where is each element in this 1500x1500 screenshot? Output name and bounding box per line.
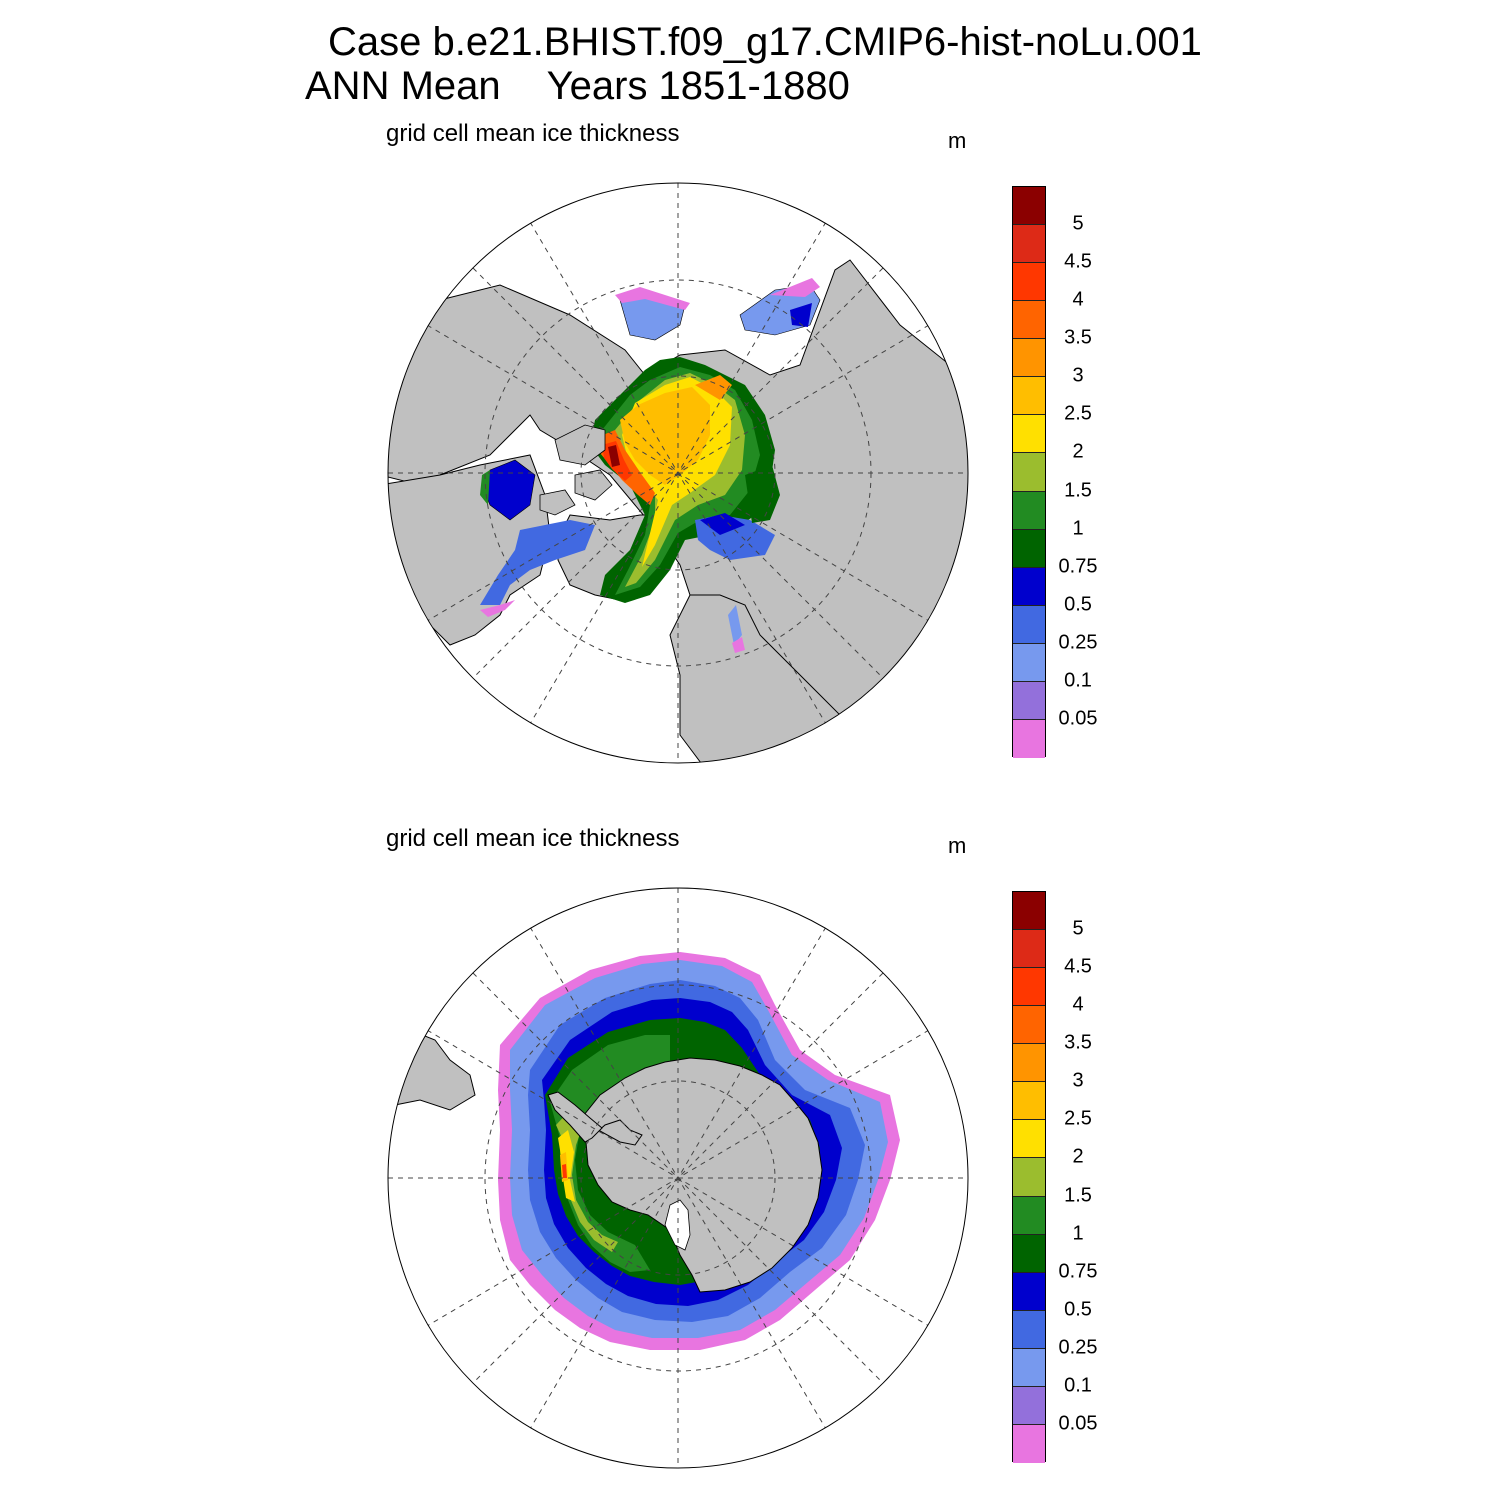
south-colorbar-box xyxy=(1013,1044,1045,1083)
south-colorbar-label: 3.5 xyxy=(1064,1031,1092,1054)
north-colorbar-box xyxy=(1013,377,1045,416)
south-colorbar-label: 1.5 xyxy=(1064,1184,1092,1207)
south-colorbar-box xyxy=(1013,1424,1045,1463)
south-colorbar-label: 2.5 xyxy=(1064,1107,1092,1130)
north-colorbar-box xyxy=(1013,643,1045,682)
south-subtitle: grid cell mean ice thickness xyxy=(386,825,680,852)
south-colorbar-box xyxy=(1013,1386,1045,1425)
south-colorbar-box xyxy=(1013,1234,1045,1273)
north-colorbar-box xyxy=(1013,415,1045,454)
south-colorbar-box xyxy=(1013,1006,1045,1045)
north-colorbar-box xyxy=(1013,187,1045,226)
south-colorbar-labels: 5 4.5 4 3.5 3 2.5 2 1.5 1 0.75 0.5 0.25 0.1 0.05 xyxy=(1050,891,1110,1462)
north-subtitle: grid cell mean ice thickness xyxy=(386,120,680,147)
north-colorbar-box xyxy=(1013,719,1045,758)
south-ross-sea xyxy=(664,1199,691,1251)
north-units: m xyxy=(948,128,967,153)
south-colorbar-label: 0.75 xyxy=(1058,1260,1098,1283)
north-colorbar-label: 3 xyxy=(1072,364,1084,387)
north-colorbar-label: 0.75 xyxy=(1058,555,1098,578)
south-colorbar-label: 0.25 xyxy=(1058,1336,1098,1359)
south-colorbar-label: 4 xyxy=(1072,993,1084,1016)
south-polar-map xyxy=(387,887,969,1469)
north-colorbar xyxy=(1012,186,1046,758)
south-colorbar-box xyxy=(1013,1082,1045,1121)
north-colorbar-label: 5 xyxy=(1072,212,1084,235)
north-colorbar-label: 1.5 xyxy=(1064,479,1092,502)
south-colorbar-box xyxy=(1013,930,1045,969)
period-label: ANN Mean xyxy=(305,64,501,108)
north-colorbar-box xyxy=(1013,567,1045,606)
south-colorbar-label: 4.5 xyxy=(1064,955,1092,978)
figure-title-period: ANN Mean Years 1851-1880 xyxy=(305,64,850,109)
south-colorbar-box xyxy=(1013,1348,1045,1387)
north-colorbar-label: 4 xyxy=(1072,288,1084,311)
north-colorbar-box xyxy=(1013,339,1045,378)
south-land-antarctica xyxy=(579,1057,823,1293)
north-colorbar-label: 2.5 xyxy=(1064,402,1092,425)
north-colorbar-label: 2 xyxy=(1072,440,1084,463)
north-colorbar-label: 3.5 xyxy=(1064,326,1092,349)
north-colorbar-label: 0.05 xyxy=(1058,707,1098,730)
south-colorbar-label: 1 xyxy=(1072,1222,1084,1245)
north-colorbar-box xyxy=(1013,263,1045,302)
south-colorbar-label: 0.5 xyxy=(1064,1298,1092,1321)
north-colorbar-box xyxy=(1013,605,1045,644)
years-label: Years 1851-1880 xyxy=(546,64,850,108)
figure-title-case: Case b.e21.BHIST.f09_g17.CMIP6-hist-noLu… xyxy=(328,20,1202,64)
south-colorbar-label: 5 xyxy=(1072,917,1084,940)
north-colorbar-box xyxy=(1013,453,1045,492)
north-colorbar-label: 0.25 xyxy=(1058,631,1098,654)
north-colorbar-label: 1 xyxy=(1072,517,1084,540)
south-colorbar-label: 2 xyxy=(1072,1145,1084,1168)
north-colorbar-label: 4.5 xyxy=(1064,250,1092,273)
south-colorbar-label: 0.05 xyxy=(1058,1412,1098,1435)
south-colorbar-box xyxy=(1013,968,1045,1007)
north-colorbar-box xyxy=(1013,529,1045,568)
south-colorbar-box xyxy=(1013,1272,1045,1311)
north-colorbar-label: 0.5 xyxy=(1064,593,1092,616)
north-polar-map xyxy=(387,182,969,764)
south-colorbar-box xyxy=(1013,892,1045,931)
south-colorbar-label: 3 xyxy=(1072,1069,1084,1092)
north-colorbar-labels: 5 4.5 4 3.5 3 2.5 2 1.5 1 0.75 0.5 0.25 0.1 0.05 xyxy=(1050,186,1110,757)
south-colorbar-box xyxy=(1013,1158,1045,1197)
south-colorbar-label: 0.1 xyxy=(1064,1374,1092,1397)
south-units: m xyxy=(948,833,967,858)
south-colorbar-box xyxy=(1013,1310,1045,1349)
north-colorbar-box xyxy=(1013,301,1045,340)
north-colorbar-box xyxy=(1013,681,1045,720)
north-colorbar-box xyxy=(1013,225,1045,264)
south-colorbar-box xyxy=(1013,1120,1045,1159)
south-colorbar-box xyxy=(1013,1196,1045,1235)
north-colorbar-label: 0.1 xyxy=(1064,669,1092,692)
north-colorbar-box xyxy=(1013,491,1045,530)
south-colorbar xyxy=(1012,891,1046,1463)
